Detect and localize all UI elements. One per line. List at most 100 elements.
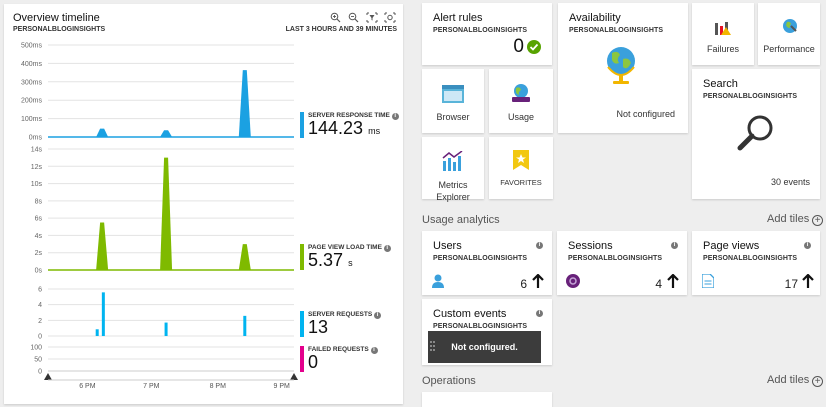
info-icon[interactable]: i xyxy=(391,113,399,120)
area-spike xyxy=(238,70,251,137)
performance-icon xyxy=(783,19,797,33)
y-tick-label: 2 xyxy=(38,318,42,325)
y-tick-label: 10s xyxy=(31,181,43,188)
info-icon[interactable]: i xyxy=(804,242,811,249)
y-tick-label: 8s xyxy=(35,198,43,205)
check-circle-icon xyxy=(527,40,541,54)
x-tick-label: 8 PM xyxy=(210,383,227,390)
y-tick-label: 4 xyxy=(38,302,42,309)
usage-analytics-heading: Usage analytics xyxy=(422,214,500,226)
y-tick-label: 300ms xyxy=(21,79,43,86)
add-tiles-operations-button[interactable]: Add tiles + xyxy=(767,374,824,387)
y-tick-label: 4s xyxy=(35,233,43,240)
area-spike xyxy=(96,222,109,270)
arrow-up-icon xyxy=(532,274,544,288)
users-count: 6 xyxy=(520,277,527,291)
y-tick-label: 6s xyxy=(35,216,43,223)
y-tick-label: 100 xyxy=(30,345,42,352)
tile-title: Availability xyxy=(569,12,621,24)
failed-requests-marker xyxy=(300,346,304,372)
sessions-tile[interactable]: Sessions PERSONALBLOGINSIGHTS i 4 xyxy=(557,231,687,295)
info-icon[interactable]: i xyxy=(536,242,543,249)
alert-count: 0 xyxy=(513,36,524,57)
focus-icon[interactable] xyxy=(384,12,396,23)
browser-icon xyxy=(442,85,464,103)
area-spike xyxy=(238,244,251,270)
custom-events-status: Not configured. xyxy=(451,342,518,352)
timeline-chart: 0ms 100ms 200ms 300ms 400ms 500ms 0s 2s 4s 6s 8s 10… xyxy=(21,43,298,390)
y-tick-label: 2s xyxy=(35,250,43,257)
tile-subtitle: PERSONALBLOGINSIGHTS xyxy=(433,323,528,330)
usage-tile[interactable]: Usage xyxy=(489,69,553,133)
globe-icon xyxy=(607,47,635,84)
tile-title: Users xyxy=(433,240,462,252)
tile-label: Performance xyxy=(763,44,815,54)
zoom-in-icon[interactable] xyxy=(330,12,341,23)
y-tick-label: 0ms xyxy=(29,135,43,142)
metrics-icon xyxy=(442,151,463,171)
magnifier-icon xyxy=(737,115,773,151)
time-range-label: LAST 3 HOURS AND 39 MINUTES xyxy=(285,26,397,33)
users-tile[interactable]: Users PERSONALBLOGINSIGHTS i 6 xyxy=(422,231,552,295)
custom-events-tile[interactable]: Custom events PERSONALBLOGINSIGHTS i Not… xyxy=(422,299,552,365)
info-icon[interactable]: i xyxy=(370,347,378,354)
page-views-tile[interactable]: Page views PERSONALBLOGINSIGHTS i 17 xyxy=(692,231,820,295)
x-tick-label: 7 PM xyxy=(143,383,160,390)
zoom-out-icon[interactable] xyxy=(348,12,359,23)
timeline-title: Overview timeline xyxy=(13,12,100,24)
favorites-tile[interactable]: FAVORITES xyxy=(489,137,553,199)
operations-tile-partial[interactable] xyxy=(422,392,552,407)
sessions-count: 4 xyxy=(655,277,662,291)
tile-label: FAVORITES xyxy=(500,178,542,187)
usage-icon xyxy=(512,84,530,102)
performance-tile[interactable]: Performance xyxy=(758,3,820,65)
tile-label: Metrics Explorer xyxy=(436,180,470,202)
availability-status: Not configured xyxy=(616,109,675,119)
area-spike xyxy=(160,157,173,270)
tile-title: Sessions xyxy=(568,240,613,252)
page-icon xyxy=(702,274,714,288)
tile-subtitle: PERSONALBLOGINSIGHTS xyxy=(433,255,528,262)
alert-rules-tile[interactable]: Alert rules PERSONALBLOGINSIGHTS 0 xyxy=(422,3,552,65)
x-tick-label: 6 PM xyxy=(79,383,96,390)
search-tile[interactable]: Search PERSONALBLOGINSIGHTS 30 events xyxy=(692,69,820,199)
arrow-up-icon xyxy=(802,274,814,288)
arrow-up-icon xyxy=(667,274,679,288)
y-tick-label: 6 xyxy=(38,287,42,294)
tile-subtitle: PERSONALBLOGINSIGHTS xyxy=(703,93,798,100)
browser-tile[interactable]: Browser xyxy=(422,69,484,133)
y-tick-label: 200ms xyxy=(21,98,43,105)
plus-icon: + xyxy=(812,376,824,387)
server-response-time-label: SERVER RESPONSE TIME i xyxy=(308,112,399,120)
tile-label: Browser xyxy=(436,112,470,122)
plus-icon: + xyxy=(812,215,824,226)
y-tick-label: 400ms xyxy=(21,61,43,68)
metrics-explorer-tile[interactable]: Metrics Explorer xyxy=(422,137,484,202)
page-views-count: 17 xyxy=(784,277,798,291)
page-view-load-time-marker xyxy=(300,244,304,270)
page-view-load-time-label: PAGE VIEW LOAD TIME i xyxy=(308,244,391,252)
info-icon[interactable]: i xyxy=(536,310,543,317)
tile-title: Alert rules xyxy=(433,12,483,24)
y-tick-label: 14s xyxy=(31,147,43,154)
user-icon xyxy=(432,274,444,288)
y-tick-label: 0 xyxy=(38,334,42,341)
info-icon[interactable]: i xyxy=(383,245,391,252)
area-spike xyxy=(160,130,173,137)
failures-tile[interactable]: Failures xyxy=(692,3,754,65)
overview-timeline-panel: Overview timeline PERSONALBLOGINSIGHTS L… xyxy=(4,4,403,404)
operations-heading: Operations xyxy=(422,375,476,387)
tile-subtitle: PERSONALBLOGINSIGHTS xyxy=(703,255,798,262)
add-tiles-usage-button[interactable]: Add tiles + xyxy=(767,213,824,226)
request-bar xyxy=(95,329,99,336)
events-icon xyxy=(430,341,435,351)
y-tick-label: 0 xyxy=(38,369,42,376)
availability-tile[interactable]: Availability PERSONALBLOGINSIGHTS Not co… xyxy=(558,3,688,133)
info-icon[interactable]: i xyxy=(374,312,381,319)
info-icon[interactable]: i xyxy=(671,242,678,249)
filter-icon[interactable] xyxy=(366,12,378,23)
tile-label: Failures xyxy=(706,44,739,54)
tile-subtitle: PERSONALBLOGINSIGHTS xyxy=(568,255,663,262)
sessions-icon xyxy=(566,274,580,288)
failed-requests-value: 0 xyxy=(308,352,319,372)
